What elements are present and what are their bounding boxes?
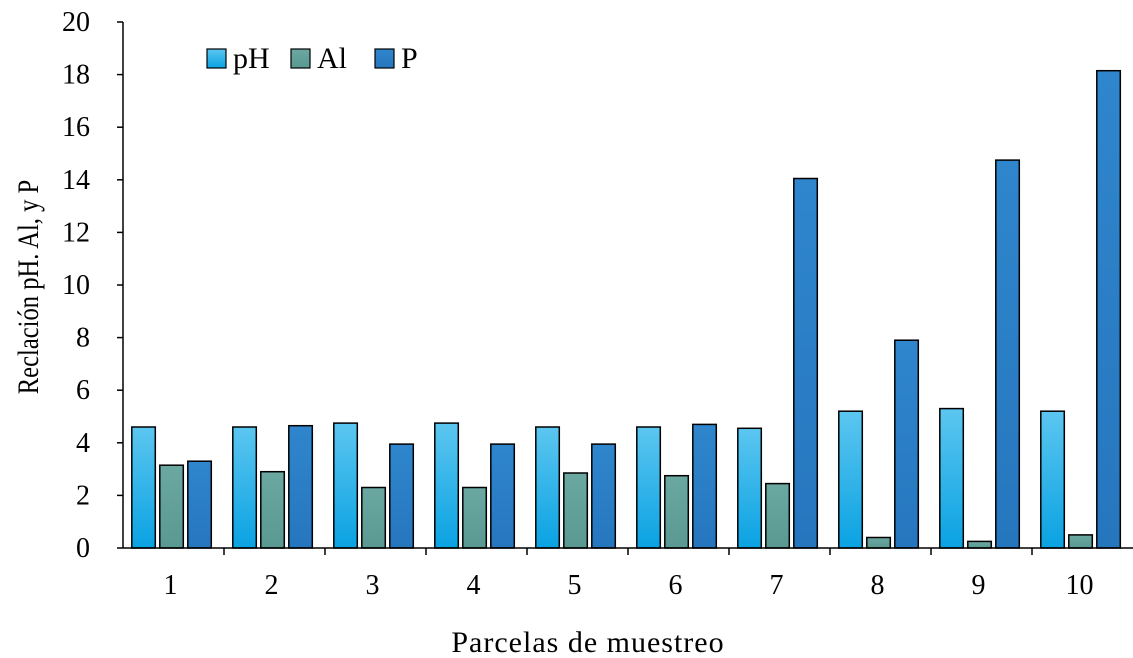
- legend-label-ph: pH: [233, 42, 270, 75]
- bar-ph-parcela-10: [1040, 410, 1066, 549]
- bar-al-parcela-7: [765, 482, 791, 549]
- bar-al-parcela-4: [462, 486, 488, 549]
- bar-al-parcela-8: [866, 536, 892, 549]
- y-tick-label-14: 14: [62, 165, 90, 196]
- y-tick-label-10: 10: [62, 270, 90, 301]
- bar-p-parcela-1: [187, 460, 213, 549]
- x-tick-label-4: 4: [467, 570, 481, 601]
- x-axis-title: Parcelas de muestreo: [451, 626, 724, 658]
- bar-p-parcela-3: [389, 443, 415, 549]
- y-tick-label-4: 4: [76, 428, 90, 459]
- bar-al-parcela-5: [563, 472, 589, 549]
- bar-ph-parcela-3: [333, 422, 359, 549]
- bar-p-parcela-6: [692, 423, 718, 549]
- bar-p-parcela-8: [894, 339, 920, 549]
- bar-ph-parcela-9: [939, 407, 965, 549]
- bar-p-parcela-2: [288, 424, 314, 549]
- x-tick-label-9: 9: [972, 570, 986, 601]
- x-tick-label-3: 3: [366, 570, 380, 601]
- bar-ph-parcela-1: [131, 426, 157, 549]
- x-tick-label-5: 5: [568, 570, 582, 601]
- y-tick-label-16: 16: [62, 112, 90, 143]
- x-tick-label-7: 7: [770, 570, 784, 601]
- legend-label-al: Al: [317, 42, 347, 75]
- bar-ph-parcela-7: [737, 427, 763, 549]
- legend-swatch-ph: [206, 48, 227, 69]
- bar-p-parcela-7: [793, 177, 819, 549]
- bar-ph-parcela-5: [535, 426, 561, 549]
- legend-swatch-p: [374, 48, 395, 69]
- bar-ph-parcela-8: [838, 410, 864, 549]
- x-tick-label-8: 8: [871, 570, 885, 601]
- bar-al-parcela-9: [967, 540, 993, 549]
- bar-al-parcela-10: [1068, 534, 1094, 549]
- bar-p-parcela-5: [591, 443, 617, 549]
- legend-swatch-al: [290, 48, 311, 69]
- bar-p-parcela-10: [1096, 69, 1122, 549]
- y-tick-label-8: 8: [76, 323, 90, 354]
- bar-ph-parcela-4: [434, 422, 460, 549]
- legend-label-p: P: [401, 42, 418, 75]
- y-axis-ticks: 0 2 4 6 8 10 12 14 16 18 20: [62, 7, 123, 564]
- bar-al-parcela-3: [361, 486, 387, 549]
- bar-al-parcela-1: [159, 464, 185, 549]
- x-tick-label-1: 1: [164, 570, 178, 601]
- x-tick-label-6: 6: [669, 570, 683, 601]
- x-axis-ticks: 1 2 3 4 5 6 7 8 9 10: [164, 548, 1094, 601]
- bar-ph-parcela-6: [636, 426, 662, 549]
- y-tick-label-18: 18: [62, 60, 90, 91]
- bar-al-parcela-6: [664, 474, 690, 549]
- y-tick-label-20: 20: [62, 7, 90, 38]
- bar-p-parcela-4: [490, 443, 516, 549]
- y-axis-title: Reclación pH. Al, y P: [12, 180, 45, 394]
- y-tick-label-0: 0: [76, 533, 90, 564]
- y-tick-label-12: 12: [62, 217, 90, 248]
- legend: pH Al P: [206, 42, 418, 75]
- bars-group: [131, 69, 1122, 549]
- y-tick-label-2: 2: [76, 480, 90, 511]
- bar-al-parcela-2: [260, 470, 286, 549]
- bar-p-parcela-9: [995, 159, 1021, 549]
- x-tick-label-10: 10: [1066, 570, 1094, 601]
- x-tick-label-2: 2: [265, 570, 279, 601]
- bar-ph-parcela-2: [232, 426, 258, 549]
- y-tick-label-6: 6: [76, 375, 90, 406]
